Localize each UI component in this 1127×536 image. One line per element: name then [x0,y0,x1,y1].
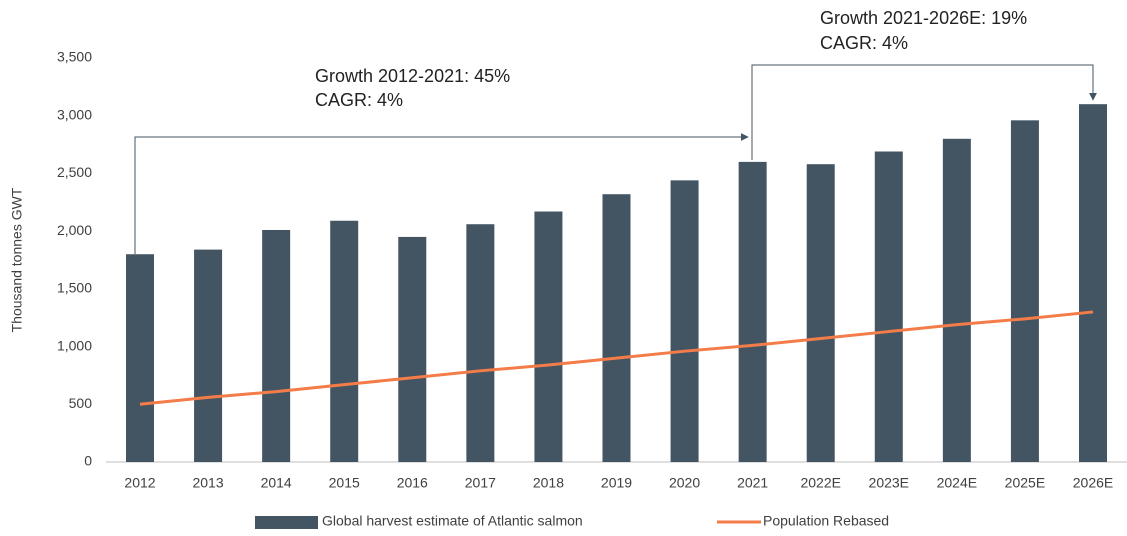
y-tick-label: 2,500 [57,164,92,180]
y-tick-label: 3,000 [57,106,92,122]
line [139,310,1094,406]
bar [126,254,154,462]
legend-label: Population Rebased [763,513,889,529]
x-tick-label: 2026E [1073,475,1113,491]
y-tick-label: 0 [84,453,92,469]
bar [466,224,495,462]
x-tick-label: 2025E [1005,475,1045,491]
bar [806,164,835,463]
bar [738,161,767,462]
x-tick-label: 2022E [800,475,840,491]
x-tick-label: 2024E [937,475,977,491]
y-tick-label: 3,500 [57,49,92,65]
bar [1010,120,1039,463]
x-tick-label: 2017 [465,475,496,491]
x-tick-label: 2021 [737,475,768,491]
bar [602,194,631,462]
y-tick-label: 500 [69,395,93,411]
annotation: CAGR: 4% [820,33,908,53]
bar [874,151,903,463]
bar [262,229,291,462]
annotation: CAGR: 4% [315,90,403,110]
x-tick-label: 2016 [397,475,428,491]
y-tick-label: 2,000 [57,222,92,238]
bar [398,236,427,462]
y-axis-label: Thousand tonnes GWT [9,187,25,332]
annotation-arrow [134,133,749,254]
x-tick-label: 2018 [533,475,564,491]
bar [534,211,563,462]
x-tick-label: 2023E [869,475,909,491]
bar [330,220,359,462]
x-tick-label: 2013 [192,475,223,491]
annotation-arrow [751,64,1097,160]
bar [194,249,223,462]
bar [1079,104,1107,463]
annotation: Growth 2021-2026E: 19% [820,8,1027,28]
legend-label: Global harvest estimate of Atlantic salm… [322,513,583,529]
y-tick-label: 1,500 [57,280,92,296]
bar [942,138,971,463]
y-tick-label: 1,000 [57,337,92,353]
x-tick-label: 2014 [261,475,292,491]
legend-swatch [255,516,318,529]
x-tick-label: 2015 [329,475,360,491]
x-tick-label: 2019 [601,475,632,491]
x-tick-label: 2012 [124,475,155,491]
annotation: Growth 2012-2021: 45% [315,66,510,86]
bar [670,180,699,462]
x-tick-label: 2020 [669,475,700,491]
